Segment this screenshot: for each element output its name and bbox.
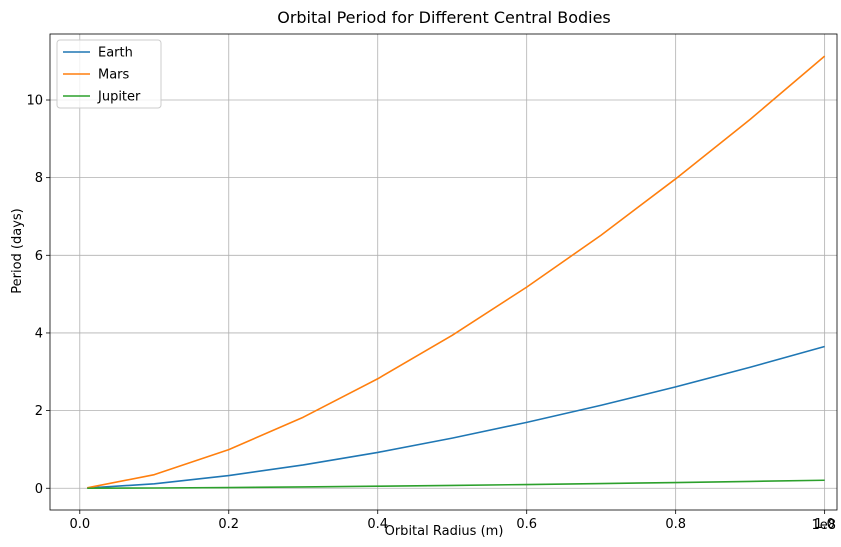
legend-label-earth: Earth: [98, 46, 133, 61]
x-tick-label: 0.6: [516, 517, 537, 532]
legend-label-mars: Mars: [98, 68, 130, 83]
y-tick-label: 0: [35, 482, 43, 497]
y-tick-label: 8: [35, 171, 43, 186]
x-tick-label: 0.2: [218, 517, 239, 532]
chart-title: Orbital Period for Different Central Bod…: [277, 8, 611, 27]
y-tick-label: 10: [26, 94, 43, 109]
x-axis-title: Orbital Radius (m): [385, 524, 504, 539]
y-tick-label: 6: [35, 249, 43, 264]
x-tick-label: 0.8: [665, 517, 686, 532]
y-tick-label: 2: [35, 404, 43, 419]
legend: Earth Mars Jupiter: [57, 40, 161, 108]
y-tick-label: 4: [35, 326, 43, 341]
x-axis-offset-label: 1e8: [811, 518, 836, 533]
x-tick-label: 0.0: [69, 517, 90, 532]
legend-label-jupiter: Jupiter: [97, 90, 141, 105]
y-axis-title: Period (days): [10, 208, 25, 294]
